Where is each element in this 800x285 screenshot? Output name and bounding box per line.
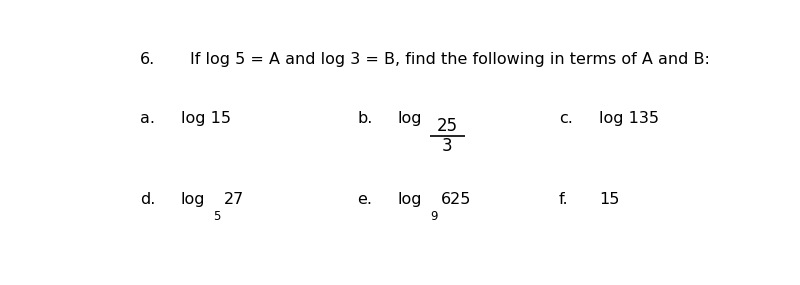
Text: 9: 9: [430, 210, 438, 223]
Text: 25: 25: [437, 117, 458, 135]
Text: log: log: [181, 192, 205, 207]
Text: 6.: 6.: [140, 52, 155, 67]
Text: d.: d.: [140, 192, 156, 207]
Text: 27: 27: [224, 192, 244, 207]
Text: log 135: log 135: [599, 111, 659, 126]
Text: c.: c.: [558, 111, 573, 126]
Text: 5: 5: [214, 210, 221, 223]
Text: 15: 15: [599, 192, 619, 207]
Text: If log 5 = A and log 3 = B, find the following in terms of A and B:: If log 5 = A and log 3 = B, find the fol…: [190, 52, 710, 67]
Text: 625: 625: [441, 192, 471, 207]
Text: 3: 3: [442, 137, 453, 155]
Text: log: log: [398, 111, 422, 126]
Text: f.: f.: [558, 192, 569, 207]
Text: e.: e.: [358, 192, 372, 207]
Text: a.: a.: [140, 111, 155, 126]
Text: log: log: [398, 192, 422, 207]
Text: log 15: log 15: [181, 111, 230, 126]
Text: b.: b.: [358, 111, 373, 126]
